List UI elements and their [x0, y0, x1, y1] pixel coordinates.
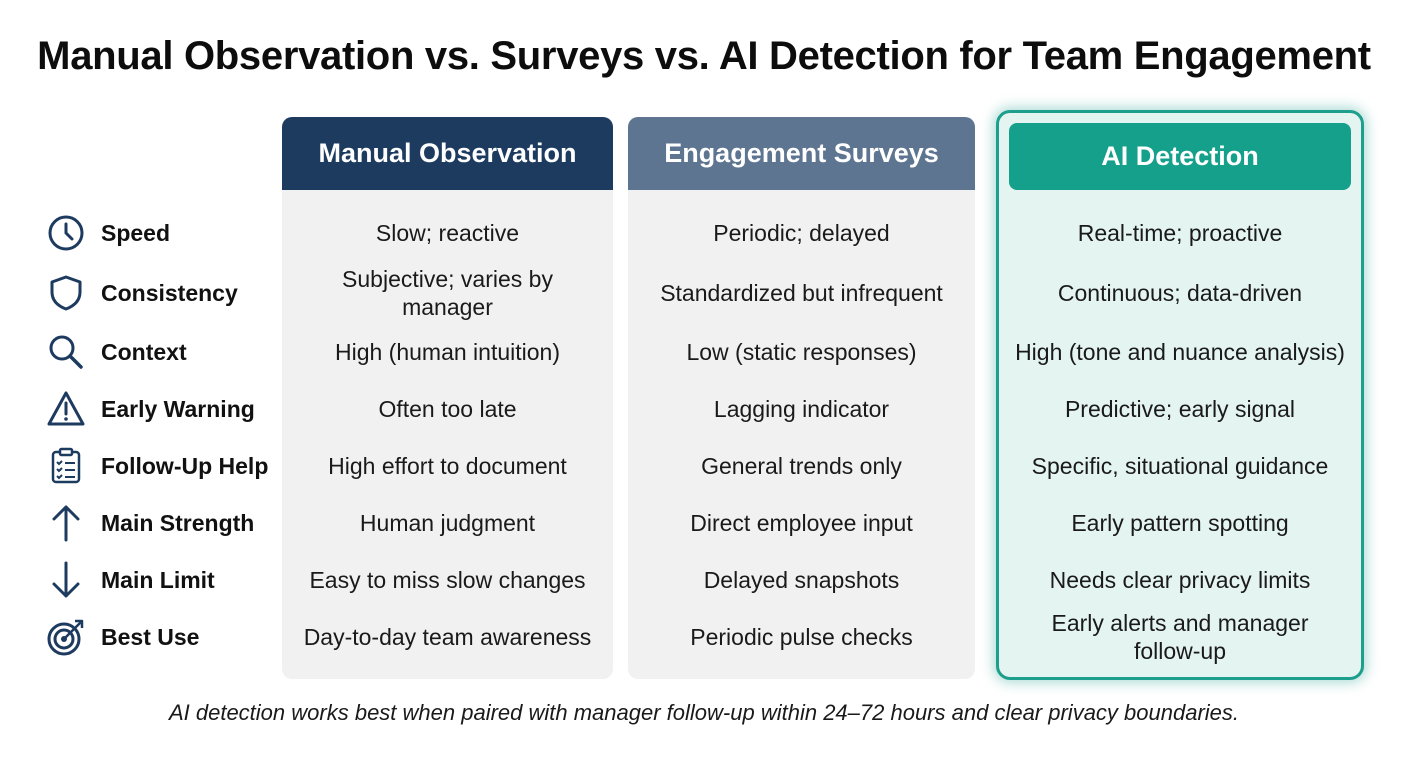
- table-cell: Low (static responses): [686, 339, 917, 365]
- footer-note: AI detection works best when paired with…: [168, 700, 1240, 725]
- arrow-down-icon: [46, 560, 86, 600]
- table-cell: Predictive; early signal: [1064, 396, 1296, 422]
- column-header: Engagement Surveys: [628, 117, 975, 190]
- column-header: Manual Observation: [282, 117, 613, 190]
- table-cell: Continuous; data-driven: [1057, 280, 1303, 306]
- table-cell: Needs clear privacy limits: [1049, 567, 1311, 593]
- column-header: AI Detection: [1009, 123, 1351, 190]
- table-cell: Real-time; proactive: [1077, 220, 1283, 246]
- table-cell: Day-to-day team awareness: [303, 624, 592, 650]
- row-label-text: Main Strength: [101, 509, 255, 536]
- row-label-text: Main Limit: [101, 566, 215, 593]
- table-cell: Often too late: [378, 396, 517, 422]
- table-cell: Lagging indicator: [713, 396, 890, 422]
- row-label-consistency: Consistency: [46, 273, 238, 313]
- row-label-main-strength: Main Strength: [46, 503, 254, 543]
- table-cell: Human judgment: [359, 510, 536, 536]
- table-cell: Standardized but infrequent: [660, 280, 943, 306]
- row-label-speed: Speed: [46, 213, 170, 253]
- table-cell: High (tone and nuance analysis): [1015, 339, 1345, 365]
- table-cell: High (human intuition): [334, 339, 560, 365]
- row-label-text: Early Warning: [101, 395, 255, 422]
- table-cell: General trends only: [701, 453, 902, 479]
- target-icon: [46, 617, 86, 657]
- table-cell: Direct employee input: [690, 510, 913, 536]
- table-cell: Periodic pulse checks: [690, 624, 913, 650]
- row-label-text: Follow-Up Help: [101, 452, 269, 479]
- row-label-text: Context: [101, 338, 187, 365]
- column-ai-detection: AI Detection Real-time; proactive Contin…: [996, 110, 1364, 680]
- row-label-text: Best Use: [101, 623, 200, 650]
- row-label-text: Consistency: [101, 279, 238, 306]
- row-label-context: Context: [46, 332, 187, 372]
- warning-icon: [46, 389, 86, 429]
- table-cell: Easy to miss slow changes: [309, 567, 586, 593]
- column-engagement-surveys: Engagement Surveys Periodic; delayed Sta…: [628, 117, 975, 679]
- clock-icon: [46, 213, 86, 253]
- table-cell: Subjective; varies by manager: [342, 266, 553, 320]
- table-cell: Specific, situational guidance: [1031, 453, 1329, 479]
- shield-icon: [46, 273, 86, 313]
- table-cell: Delayed snapshots: [703, 567, 900, 593]
- row-label-early-warning: Early Warning: [46, 389, 255, 429]
- table-cell: High effort to document: [328, 453, 567, 479]
- table-cell: Early alerts and manager follow-up: [1051, 610, 1309, 664]
- search-icon: [46, 332, 86, 372]
- row-label-best-use: Best Use: [46, 617, 199, 657]
- row-label-follow-up-help: Follow-Up Help: [46, 446, 268, 486]
- column-manual-observation: Manual Observation Slow; reactive Subjec…: [282, 117, 613, 679]
- table-cell: Slow; reactive: [375, 220, 520, 246]
- clipboard-checklist-icon: [46, 446, 86, 486]
- table-cell: Periodic; delayed: [713, 220, 890, 246]
- page-title: Manual Observation vs. Surveys vs. AI De…: [37, 34, 1371, 78]
- table-cell: Early pattern spotting: [1071, 510, 1289, 536]
- row-label-main-limit: Main Limit: [46, 560, 215, 600]
- arrow-up-icon: [46, 503, 86, 543]
- row-label-text: Speed: [101, 219, 171, 246]
